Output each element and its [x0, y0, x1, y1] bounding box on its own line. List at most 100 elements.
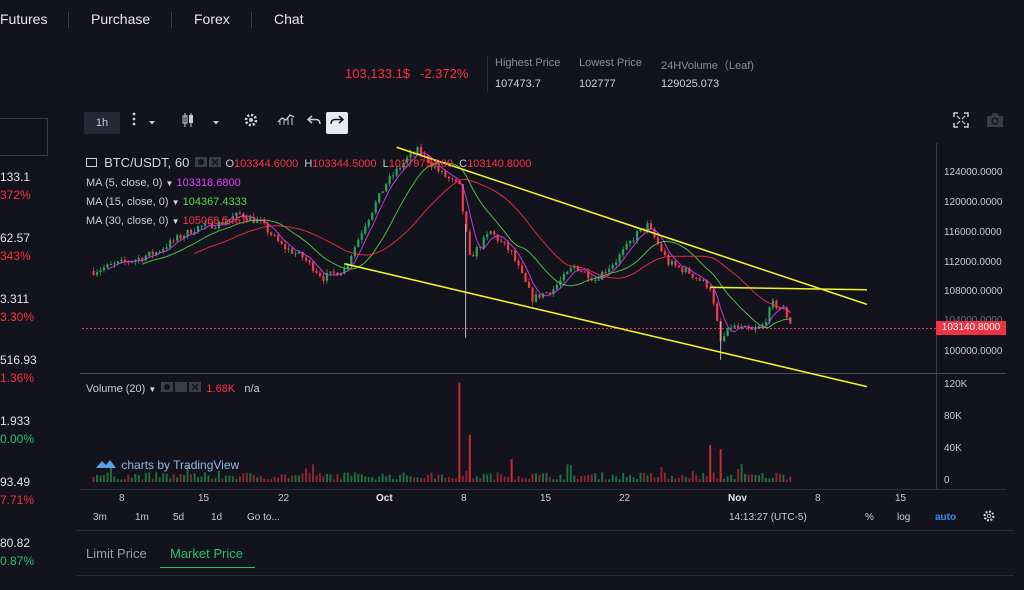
market-list-value[interactable]: 80.82: [0, 536, 31, 550]
candle-body: [266, 223, 269, 233]
ma15-legend[interactable]: MA (15, close, 0) ▼ 104367.4333: [86, 196, 247, 208]
stat-volume-value: 129025.073: [661, 78, 720, 90]
volume-bar: [740, 463, 743, 482]
volume-bar: [789, 476, 792, 482]
candle-body: [151, 251, 154, 255]
candle-body: [670, 261, 673, 265]
volume-bar: [503, 476, 506, 482]
top-nav: Futures Purchase Forex Chat: [0, 0, 1024, 40]
goto-button[interactable]: Go to...: [247, 512, 280, 523]
volume-bar: [538, 474, 541, 482]
market-list-value[interactable]: 93.49: [0, 475, 31, 489]
candles-icon[interactable]: [180, 112, 196, 134]
volume-bar: [447, 476, 450, 482]
chevron-down-icon[interactable]: [210, 112, 222, 134]
redo-icon[interactable]: [326, 112, 348, 134]
volume-bar: [416, 477, 419, 482]
market-list-value[interactable]: 516.93: [0, 353, 37, 367]
candle-body: [608, 268, 611, 273]
market-list-change: 7.71%: [0, 493, 35, 507]
range-3m-button[interactable]: 3m: [93, 512, 107, 523]
candle-body: [723, 336, 726, 341]
candle-body: [667, 255, 670, 265]
volume-bar: [454, 478, 457, 482]
candle-body: [709, 287, 712, 290]
nav-purchase[interactable]: Purchase: [91, 11, 151, 27]
candle-body: [245, 217, 248, 221]
volume-legend[interactable]: Volume (20) ▼ 1.68K n/a: [86, 382, 260, 395]
x-axis-label: 15: [895, 493, 907, 504]
candle-body: [451, 178, 454, 180]
range-1d-button[interactable]: 1d: [211, 512, 223, 523]
volume-bar: [343, 472, 346, 482]
candle-body: [531, 287, 534, 302]
volume-bar: [517, 475, 520, 482]
nav-forex[interactable]: Forex: [194, 11, 230, 27]
market-list-change: 0.87%: [0, 554, 35, 568]
tradingview-watermark[interactable]: charts by TradingView: [96, 458, 239, 473]
volume-bar: [625, 477, 628, 482]
volume-bar: [186, 465, 189, 482]
volume-bar: [137, 474, 140, 482]
volume-bar: [531, 473, 534, 482]
interval-button[interactable]: 1h: [84, 112, 120, 134]
auto-scale-button[interactable]: auto: [935, 512, 957, 523]
volume-bar: [524, 478, 527, 482]
market-list-value[interactable]: 3.311: [0, 292, 30, 306]
more-vertical-icon[interactable]: [128, 112, 140, 134]
volume-bar: [566, 464, 569, 482]
volume-bar: [684, 476, 687, 482]
range-1m-button[interactable]: 1m: [135, 512, 149, 523]
volume-bar: [691, 470, 694, 482]
volume-bar: [667, 479, 670, 482]
volume-bar: [747, 474, 750, 482]
settings-icon[interactable]: [982, 509, 996, 526]
candle-body: [597, 279, 600, 281]
range-5d-button[interactable]: 5d: [173, 512, 185, 523]
chevron-down-icon[interactable]: [146, 112, 158, 134]
market-search-box[interactable]: [0, 118, 48, 156]
x-axis-label: 8: [119, 493, 125, 504]
market-list-value[interactable]: 1.933: [0, 414, 31, 428]
settings-icon[interactable]: [242, 112, 260, 134]
collapse-legend-icon[interactable]: [86, 158, 97, 167]
candle-body: [632, 240, 635, 242]
volume-bar: [336, 473, 339, 482]
ma30-legend[interactable]: MA (30, close, 0) ▼ 105068.5467: [86, 215, 247, 227]
tab-limit-price[interactable]: Limit Price: [86, 546, 147, 561]
nav-futures[interactable]: Futures: [0, 11, 48, 27]
volume-bar: [193, 473, 196, 482]
volume-bar: [353, 472, 356, 482]
market-list-change: 1.36%: [0, 371, 35, 385]
indicators-icon[interactable]: [276, 112, 296, 134]
candle-body: [252, 216, 255, 223]
percent-scale-button[interactable]: %: [865, 512, 874, 523]
fullscreen-icon[interactable]: [952, 112, 970, 134]
log-scale-button[interactable]: log: [897, 512, 911, 523]
candle-body: [186, 229, 189, 236]
candle-body: [113, 263, 116, 265]
ma15-line: [142, 161, 791, 329]
volume-bar: [151, 478, 154, 482]
volume-spike: [719, 449, 722, 482]
candle-body: [538, 294, 541, 298]
volume-bar: [555, 479, 558, 482]
undo-icon[interactable]: [306, 112, 322, 134]
volume-bar: [190, 474, 193, 482]
ma5-legend[interactable]: MA (5, close, 0) ▼ 103318.6800: [86, 177, 241, 189]
nav-chat[interactable]: Chat: [274, 11, 304, 27]
volume-bar: [475, 476, 478, 482]
tab-market-price[interactable]: Market Price: [170, 546, 243, 561]
candle-body: [503, 241, 506, 244]
ma30-value: 105068.5467: [182, 215, 247, 227]
volume-bar: [266, 479, 269, 482]
market-list-value[interactable]: 133.1: [0, 170, 31, 184]
ma5-label: MA (5, close, 0): [86, 177, 163, 189]
camera-icon[interactable]: [984, 112, 1006, 134]
ohlc-low-label: L: [382, 158, 389, 170]
market-list-value[interactable]: 62.57: [0, 231, 31, 245]
ma5-line: [107, 152, 791, 333]
candle-body: [454, 179, 457, 182]
candle-body: [524, 272, 527, 282]
